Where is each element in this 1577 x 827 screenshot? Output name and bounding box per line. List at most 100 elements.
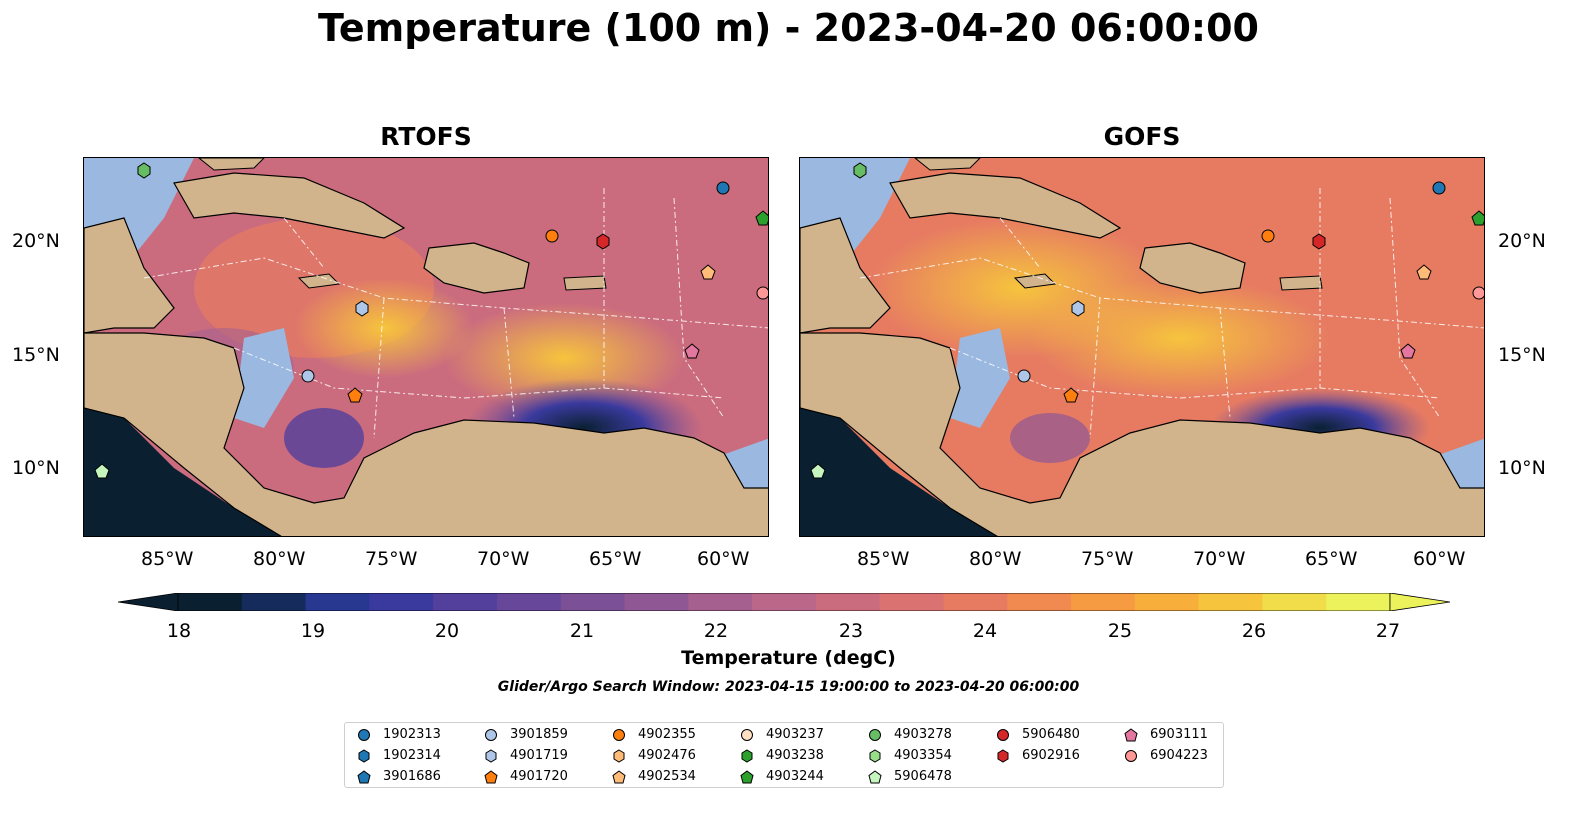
legend-item: 4903278 — [868, 727, 952, 742]
colorbar-bin — [1198, 593, 1263, 611]
legend-item: 3901859 — [484, 727, 568, 742]
lon-label: 70°W — [1193, 548, 1246, 570]
legend-item: 4902476 — [612, 748, 696, 763]
colorbar-tick: 27 — [1375, 620, 1401, 642]
colorbar-label: Temperature (degC) — [681, 647, 896, 669]
legend-item: 4901720 — [484, 769, 568, 784]
lon-label: 85°W — [857, 548, 910, 570]
hexagon-marker-icon — [869, 748, 881, 763]
pentagon-marker-icon — [484, 769, 498, 783]
hexagon-marker-icon — [613, 748, 625, 763]
colorbar-tick: 19 — [300, 620, 326, 642]
colorbar-bin — [879, 593, 944, 611]
colorbar-tick: 25 — [1107, 620, 1133, 642]
legend-item: 4902355 — [612, 727, 696, 742]
hexagon-marker-icon — [485, 748, 497, 763]
legend-label: 4902476 — [638, 748, 696, 763]
lat-label: 10°N — [1498, 457, 1546, 479]
legend-label: 4902534 — [638, 769, 696, 784]
lon-label: 60°W — [1413, 548, 1466, 570]
lon-label: 70°W — [477, 548, 530, 570]
colorbar-bin — [1071, 593, 1136, 611]
legend-item: 4901719 — [484, 748, 568, 763]
lon-label: 65°W — [589, 548, 642, 570]
colorbar-bin — [369, 593, 434, 611]
colorbar-bin — [815, 593, 881, 611]
legend-label: 1902313 — [383, 727, 441, 742]
legend-label: 6903111 — [1150, 727, 1208, 742]
legend-item: 4903354 — [868, 748, 952, 763]
map-gofs[interactable] — [799, 157, 1485, 537]
lat-label: 10°N — [12, 457, 60, 479]
circle-marker-icon — [997, 728, 1009, 741]
legend-label: 4903238 — [766, 748, 824, 763]
colorbar — [118, 593, 1450, 611]
colorbar-max-extend — [1389, 593, 1450, 611]
lat-label: 15°N — [12, 344, 60, 366]
legend-item: 6903111 — [1124, 727, 1208, 742]
legend-label: 4902355 — [638, 727, 696, 742]
search-window-text: Glider/Argo Search Window: 2023-04-15 19… — [497, 679, 1080, 695]
legend-item: 4903238 — [740, 748, 824, 763]
legend-label: 4903237 — [766, 727, 824, 742]
colorbar-bin — [496, 593, 562, 611]
legend-item: 4902534 — [612, 769, 696, 784]
colorbar-bin — [1262, 593, 1327, 611]
colorbar-bin — [943, 593, 1008, 611]
legend-item: 1902313 — [357, 727, 441, 742]
colorbar-bin — [178, 593, 243, 611]
lon-label: 60°W — [697, 548, 750, 570]
colorbar-tick: 23 — [838, 620, 864, 642]
lat-label: 20°N — [12, 230, 60, 252]
pentagon-marker-icon — [1124, 727, 1138, 741]
legend-item: 5906480 — [996, 727, 1080, 742]
colorbar-bin — [433, 593, 498, 611]
colorbar-bin — [1007, 593, 1072, 611]
legend-label: 4903244 — [766, 769, 824, 784]
lat-label: 15°N — [1498, 344, 1546, 366]
colorbar-tick: 22 — [703, 620, 729, 642]
colorbar-tick: 21 — [569, 620, 595, 642]
legend-label: 4901719 — [510, 748, 568, 763]
legend-item: 4903244 — [740, 769, 824, 784]
lon-label: 75°W — [1081, 548, 1134, 570]
map-rtofs-canvas — [84, 158, 768, 536]
legend-item: 1902314 — [357, 748, 441, 763]
circle-marker-icon — [1125, 749, 1137, 762]
legend-label: 6902916 — [1022, 748, 1080, 763]
pentagon-marker-icon — [740, 769, 754, 783]
pentagon-marker-icon — [357, 769, 371, 783]
circle-marker-icon — [358, 728, 370, 741]
circle-marker-icon — [741, 728, 753, 741]
colorbar-bin — [305, 593, 370, 611]
lon-label: 85°W — [141, 548, 194, 570]
colorbar-min-extend — [118, 593, 179, 611]
colorbar-tick: 18 — [166, 620, 192, 642]
colorbar-bin — [560, 593, 626, 611]
circle-marker-icon — [869, 728, 881, 741]
legend-label: 4901720 — [510, 769, 568, 784]
colorbar-tick: 20 — [434, 620, 460, 642]
legend-item: 4903237 — [740, 727, 824, 742]
hexagon-marker-icon — [741, 748, 753, 763]
legend-item: 5906478 — [868, 769, 952, 784]
circle-marker-icon — [485, 728, 497, 741]
legend-label: 1902314 — [383, 748, 441, 763]
map-rtofs[interactable] — [83, 157, 769, 537]
colorbar-bin — [1326, 593, 1391, 611]
colorbar-tick: 26 — [1241, 620, 1267, 642]
legend-label: 3901859 — [510, 727, 568, 742]
hexagon-marker-icon — [358, 748, 370, 763]
legend-label: 3901686 — [383, 769, 441, 784]
circle-marker-icon — [613, 728, 625, 741]
lon-label: 80°W — [969, 548, 1022, 570]
lon-label: 80°W — [253, 548, 306, 570]
lon-label: 75°W — [365, 548, 418, 570]
panel-title-gofs: GOFS — [1103, 122, 1181, 151]
pentagon-marker-icon — [612, 769, 626, 783]
colorbar-bin — [688, 593, 753, 611]
lat-label: 20°N — [1498, 230, 1546, 252]
figure-title: Temperature (100 m) - 2023-04-20 06:00:0… — [317, 6, 1259, 50]
lon-label: 65°W — [1305, 548, 1358, 570]
colorbar-bin — [624, 593, 689, 611]
